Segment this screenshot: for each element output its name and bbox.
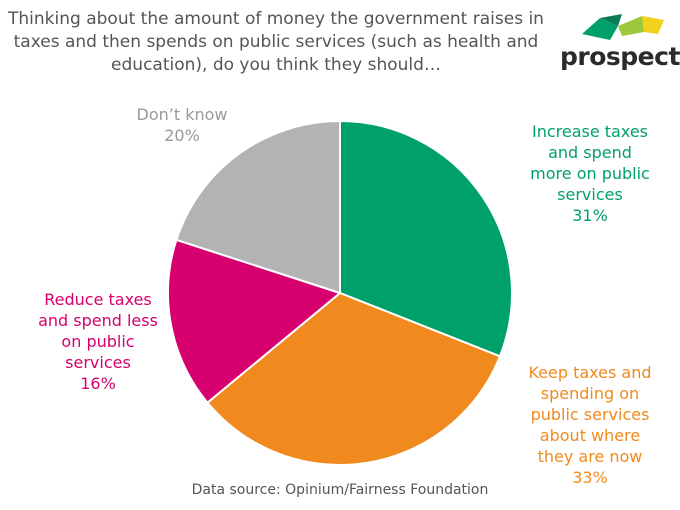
data-source: Data source: Opinium/Fairness Foundation — [191, 482, 489, 498]
slice-value-label: 33% — [572, 468, 608, 487]
logo-wordmark: prospect — [560, 42, 680, 71]
slice-label-dont-know: Don’t know 20% — [112, 104, 252, 146]
slice-label-text: Increase taxes and spend more on public … — [530, 122, 650, 204]
slice-reduce — [167, 238, 343, 405]
prospect-logo: prospect — [560, 12, 680, 72]
slice-label-increase: Increase taxes and spend more on public … — [500, 121, 680, 226]
chart-title: Thinking about the amount of money the g… — [8, 9, 544, 75]
slice-label-text: Keep taxes and spending on public servic… — [528, 363, 652, 466]
slice-label-reduce: Reduce taxes and spend less on public se… — [24, 289, 172, 394]
slice-value-label: 16% — [80, 374, 116, 393]
slice-label-text: Reduce taxes and spend less on public se… — [38, 290, 158, 372]
logo-ribbon-icon — [582, 14, 664, 40]
slice-increase — [339, 119, 513, 358]
slice-value-label: 31% — [572, 206, 608, 225]
slice-dont-know — [175, 119, 341, 295]
slice-label-text: Don’t know — [136, 105, 228, 124]
slice-value-label: 20% — [164, 126, 200, 145]
slice-label-keep: Keep taxes and spending on public servic… — [505, 362, 675, 488]
slice-keep — [206, 291, 502, 466]
